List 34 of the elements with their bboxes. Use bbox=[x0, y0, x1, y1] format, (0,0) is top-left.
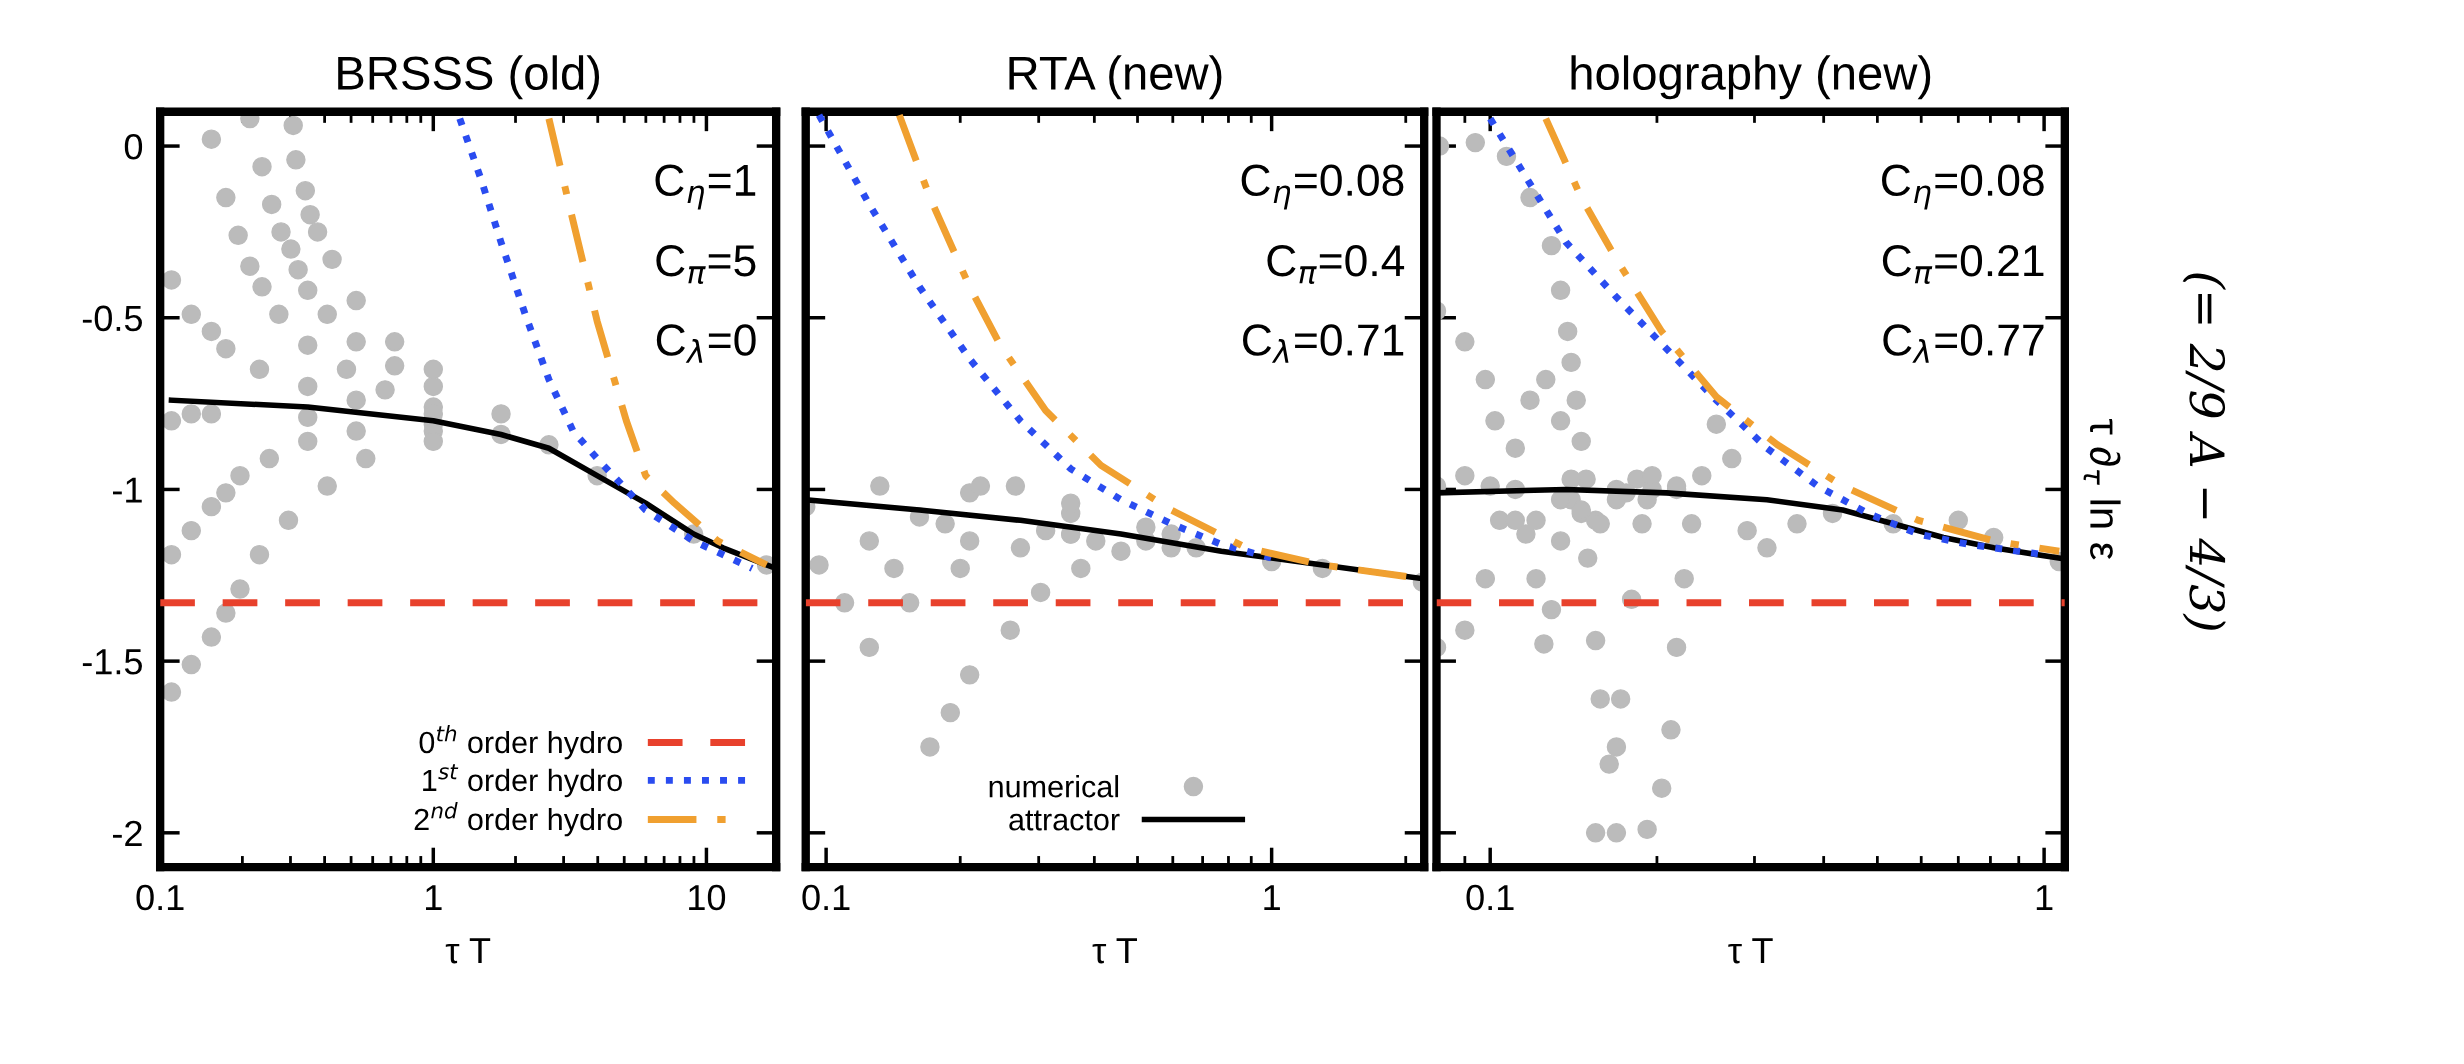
x-tick-label: 1 bbox=[2036, 885, 2053, 910]
x-axis-title: τ T bbox=[445, 938, 491, 964]
y-tick-label: -1 bbox=[112, 477, 142, 503]
annotation: C$_{λ}$=0.77 bbox=[1883, 324, 2044, 363]
chart-title: BRSSS (old) bbox=[338, 55, 600, 100]
legend-label: 1$^{st}$ order hydro bbox=[423, 764, 622, 798]
legend-label: 2$^{nd}$ order hydro bbox=[414, 802, 622, 837]
chart-title: holography (new) bbox=[1571, 55, 1931, 100]
y-tick-label: -0.5 bbox=[82, 305, 142, 332]
x-tick-label: 0.1 bbox=[802, 884, 850, 911]
y-axis-title: τ ∂$_{τ}$ ln ε bbox=[2083, 418, 2121, 560]
y-tick-label: -2 bbox=[112, 820, 142, 846]
annotation: C$_{λ}$=0 bbox=[656, 324, 756, 363]
x-tick-label: 0.1 bbox=[1466, 884, 1514, 911]
x-axis-title: τ T bbox=[1728, 938, 1773, 964]
annotation: C$_{η}$=0.08 bbox=[1241, 164, 1404, 210]
x-tick-label: 1 bbox=[426, 885, 442, 910]
y-tick-label: -1.5 bbox=[82, 649, 142, 675]
x-tick-label: 10 bbox=[689, 884, 726, 911]
annotation: C$_{λ}$=0.71 bbox=[1243, 324, 1404, 363]
annotation: C$_{η}$=0.08 bbox=[1882, 164, 2044, 210]
legend-label: 0$^{th}$ order hydro bbox=[419, 725, 622, 760]
legend-label: numerical bbox=[989, 775, 1119, 798]
legend-label: attractor bbox=[1009, 810, 1120, 831]
text: (= 2/9 A − 4/3) bbox=[2182, 273, 2226, 630]
annotation: C$_{π}$=5 bbox=[656, 245, 756, 284]
y-tick-label: 0 bbox=[124, 133, 143, 160]
annotation: C$_{η}$=1 bbox=[655, 164, 756, 210]
chart-title: RTA (new) bbox=[1009, 55, 1222, 100]
x-tick-label: 0.1 bbox=[136, 884, 184, 911]
annotation: C$_{π}$=0.4 bbox=[1267, 245, 1405, 284]
x-axis-title: τ T bbox=[1092, 938, 1137, 964]
annotation: C$_{π}$=0.21 bbox=[1882, 245, 2044, 284]
x-tick-label: 1 bbox=[1264, 885, 1280, 910]
